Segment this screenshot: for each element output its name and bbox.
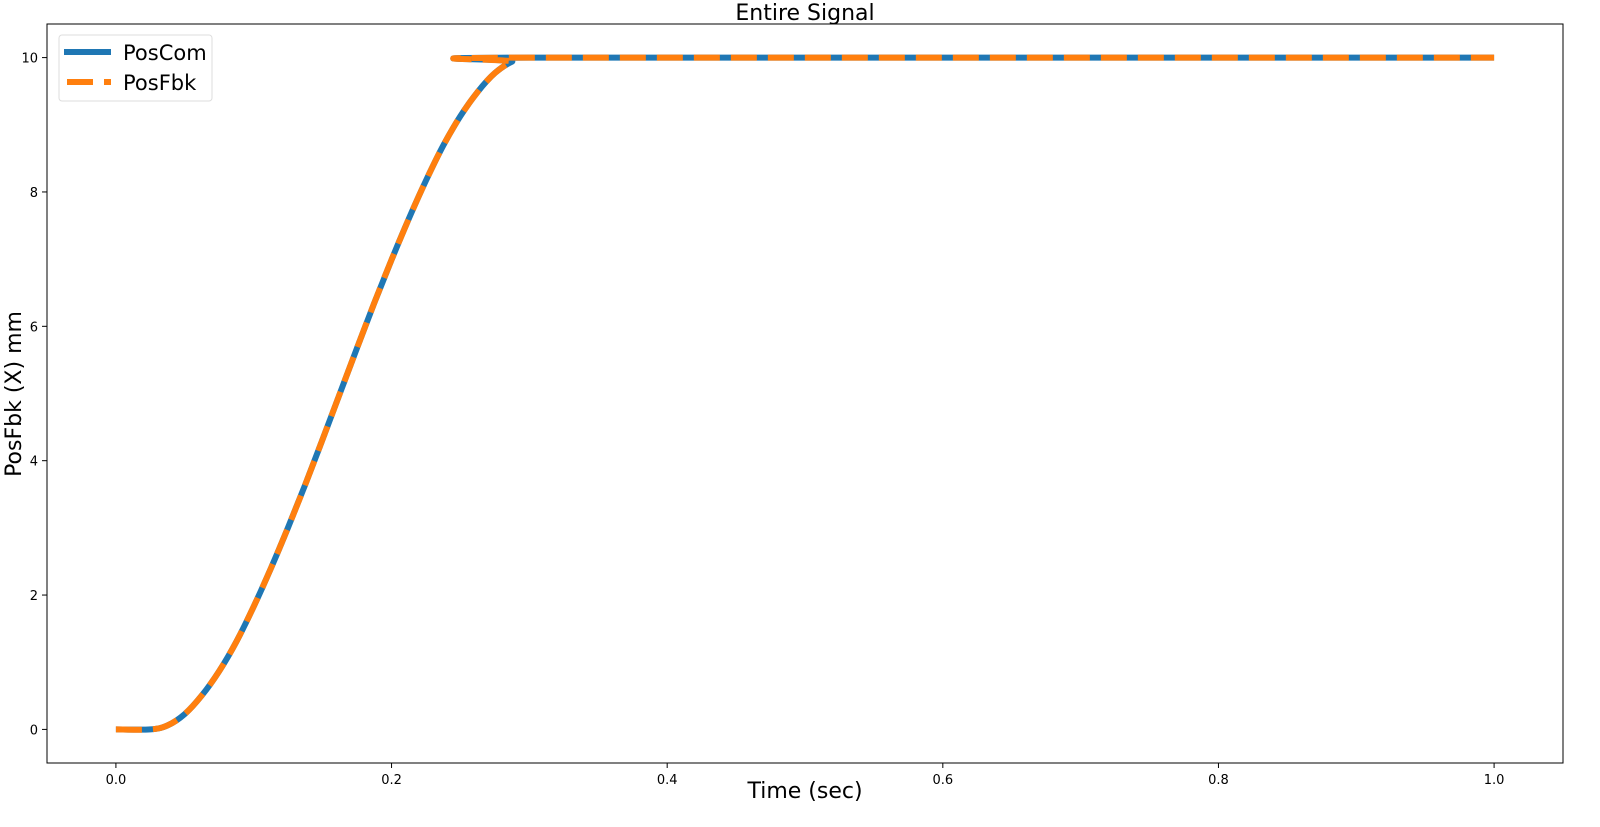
plot-frame [46,23,1564,764]
legend: PosCom PosFbk [58,34,213,102]
y-tick-label: 10 [21,52,38,67]
x-axis-label: Time (sec) [746,779,862,804]
x-tick-label: 0.2 [381,773,402,788]
x-tick-label: 0.8 [1208,773,1229,788]
legend-label-posfbk: PosFbk [123,71,197,95]
x-tick-label: 1.0 [1484,773,1505,788]
y-tick-label: 2 [30,589,38,604]
legend-label-poscom: PosCom [123,41,207,65]
chart-title: Entire Signal [735,1,874,26]
y-tick-label: 6 [30,320,38,335]
y-axis-label: PosFbk (X) mm [2,311,27,477]
series-line-posfbk [115,54,1495,733]
y-tick-label: 8 [30,186,38,201]
y-tick-label: 4 [30,455,38,470]
y-tick-label: 0 [30,723,38,738]
x-tick-label: 0.0 [106,773,127,788]
x-tick-label: 0.4 [657,773,678,788]
x-tick-label: 0.6 [932,773,953,788]
series-line-poscom [115,54,1495,733]
